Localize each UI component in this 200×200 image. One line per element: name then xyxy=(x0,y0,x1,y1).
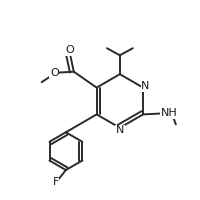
Text: N: N xyxy=(141,81,150,91)
Text: NH: NH xyxy=(161,108,177,118)
Text: N: N xyxy=(116,125,124,135)
Text: O: O xyxy=(66,45,75,55)
Text: F: F xyxy=(53,177,59,187)
Text: O: O xyxy=(50,68,59,78)
